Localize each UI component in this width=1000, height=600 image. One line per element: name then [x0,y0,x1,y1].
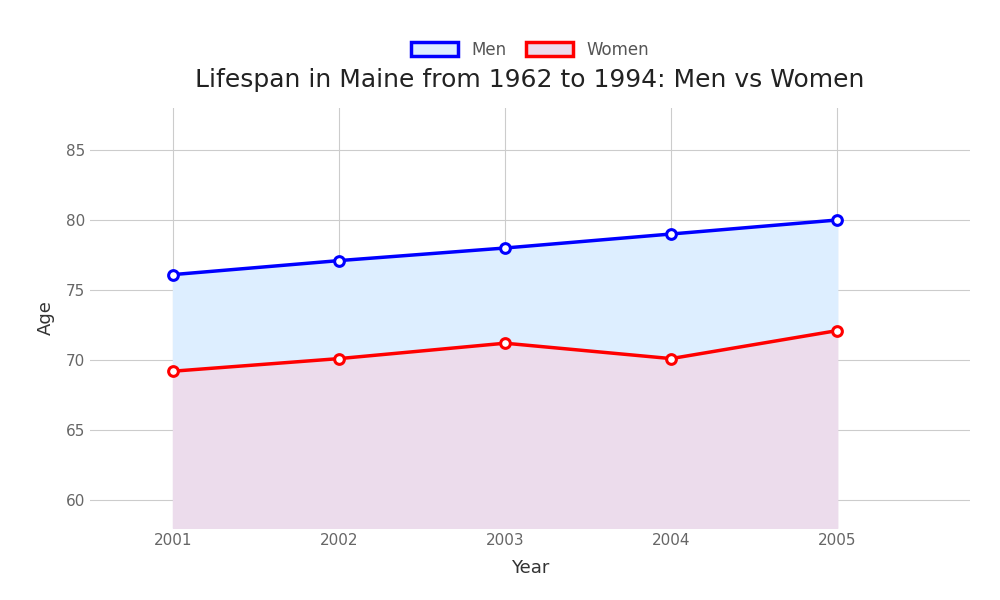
X-axis label: Year: Year [511,559,549,577]
Title: Lifespan in Maine from 1962 to 1994: Men vs Women: Lifespan in Maine from 1962 to 1994: Men… [195,68,865,92]
Legend: Men, Women: Men, Women [411,41,649,59]
Y-axis label: Age: Age [37,301,55,335]
